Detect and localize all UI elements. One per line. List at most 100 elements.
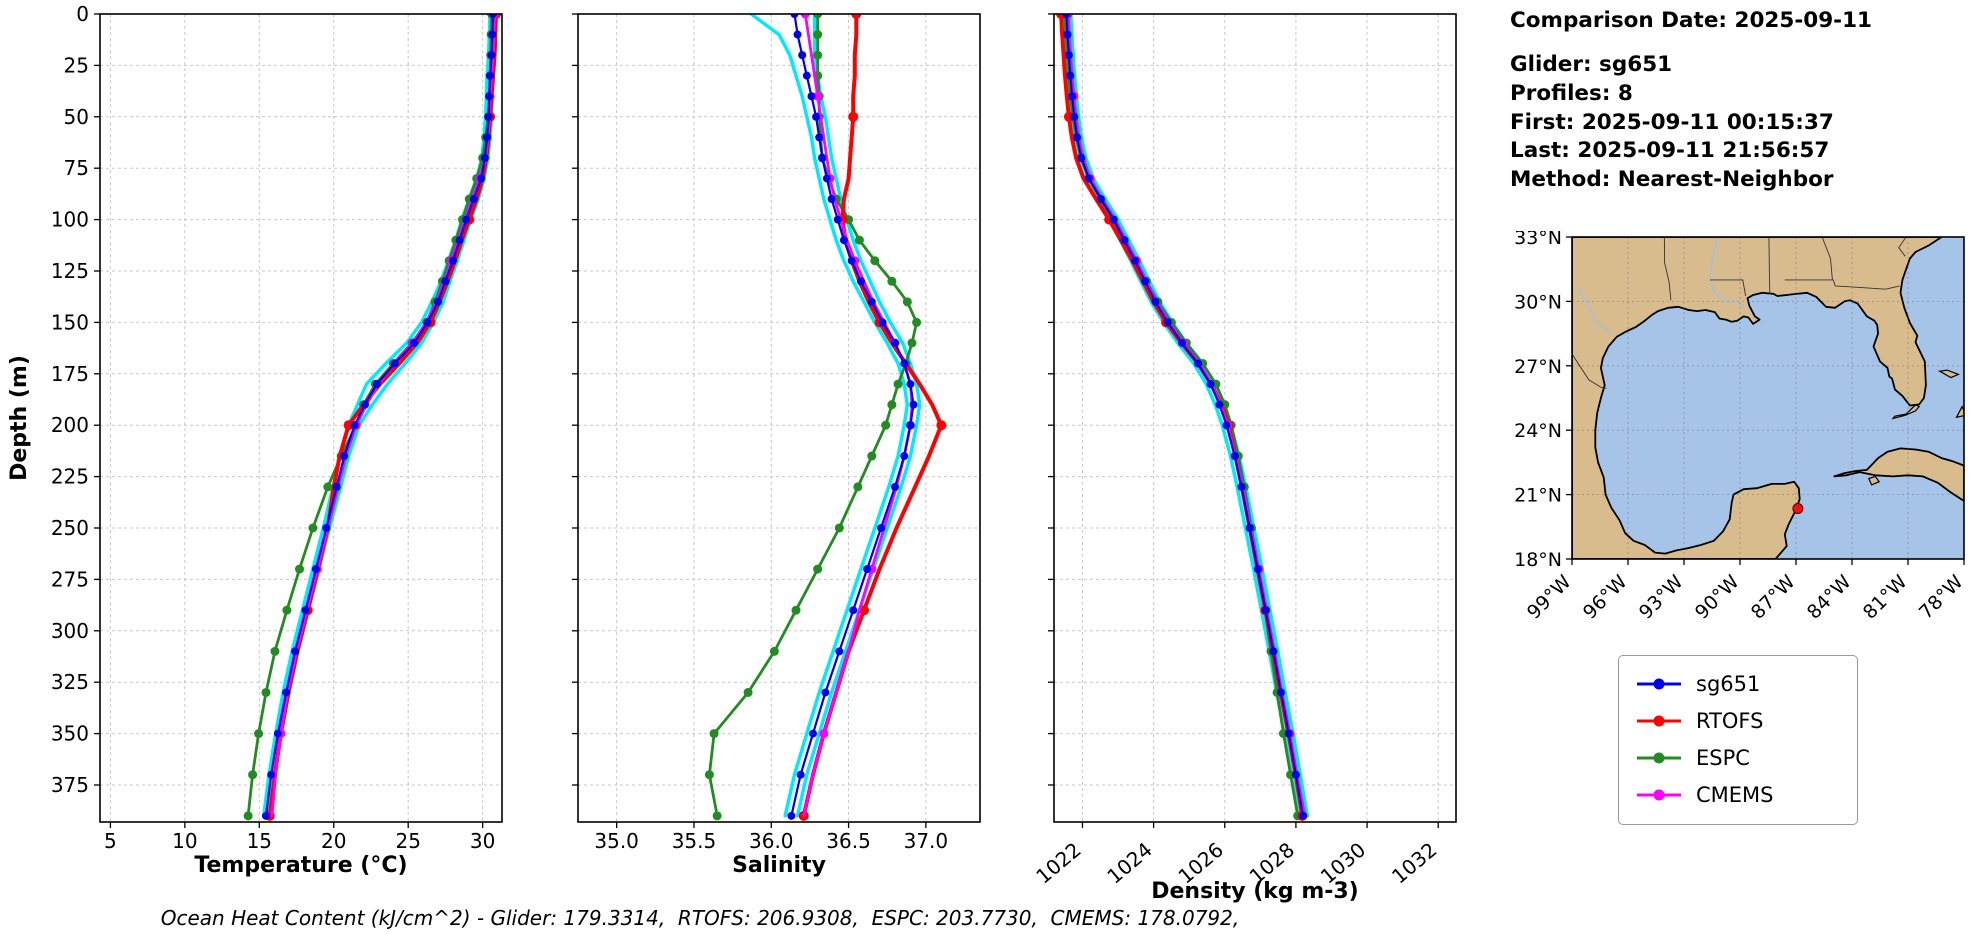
series-sg651: [1062, 14, 1308, 820]
svg-text:36.5: 36.5: [826, 829, 871, 853]
landmass: [1833, 447, 1964, 502]
svg-text:150: 150: [51, 310, 89, 334]
svg-text:1024: 1024: [1102, 837, 1156, 888]
svg-text:30: 30: [470, 829, 495, 853]
svg-text:300: 300: [51, 619, 89, 643]
plot-area: [243, 14, 502, 821]
legend-label: ESPC: [1696, 746, 1750, 771]
island: [1955, 405, 1964, 419]
legend-line-marker-icon: [1637, 678, 1681, 690]
svg-text:75: 75: [64, 156, 89, 180]
svg-text:250: 250: [51, 516, 89, 540]
svg-text:1032: 1032: [1387, 837, 1441, 888]
svg-text:84°W: 84°W: [1803, 571, 1856, 624]
island: [1937, 369, 1960, 379]
svg-text:350: 350: [51, 722, 89, 746]
svg-text:21°N: 21°N: [1514, 485, 1562, 507]
comparison-date-text: Comparison Date: 2025-09-11: [1510, 8, 1873, 33]
legend-label: RTOFS: [1696, 709, 1764, 734]
svg-text:37.0: 37.0: [904, 829, 949, 853]
profiles-count-text: Profiles: 8: [1510, 80, 1633, 106]
svg-text:125: 125: [51, 259, 89, 283]
svg-text:25: 25: [64, 53, 89, 77]
glider-location-marker: [1792, 503, 1804, 515]
gridlines: [578, 13, 980, 822]
first-profile-time-text: First: 2025-09-11 00:15:37: [1510, 109, 1834, 135]
chart-legend: sg651 RTOFS ESPC CMEMS: [1618, 654, 1858, 825]
glider-name-text: Glider: sg651: [1510, 52, 1673, 77]
svg-text:33°N: 33°N: [1514, 231, 1562, 249]
svg-text:90°W: 90°W: [1691, 571, 1744, 624]
svg-text:99°W: 99°W: [1523, 571, 1576, 624]
legend-item-sg651: sg651: [1635, 666, 1841, 703]
map-svg: 33°N 30°N 27°N 24°N 21°N 18°N99°W 96°W 93°W 90°W…: [1514, 227, 1968, 624]
state-border: [1898, 236, 1907, 257]
river: [1577, 288, 1611, 334]
landmass: [1572, 236, 1943, 559]
legend-item-cmems: CMEMS: [1635, 777, 1841, 814]
svg-text:93°W: 93°W: [1635, 571, 1688, 624]
legend-item-espc: ESPC: [1635, 740, 1841, 777]
svg-text:20: 20: [321, 829, 346, 853]
map-gridlines: [1572, 236, 1964, 559]
legend-line-marker-icon: [1637, 789, 1681, 801]
svg-text:1022: 1022: [1031, 837, 1085, 888]
density-profile-panel: 1022 1024 1026 1028 1030 1032 Density (kg m-3): [988, 0, 1474, 924]
density-axis-label: Density (kg m-3): [1151, 879, 1359, 904]
svg-text:27°N: 27°N: [1514, 356, 1562, 378]
svg-text:225: 225: [51, 465, 89, 489]
svg-text:96°W: 96°W: [1579, 571, 1632, 624]
salinity-axis-label: Salinity: [732, 853, 826, 878]
ocean-heat-content-caption: Ocean Heat Content (kJ/cm^2) - Glider: 1…: [160, 906, 1240, 930]
axis-ticks: 5 10 15 20 25 3002550751001251501752002252502…: [51, 2, 496, 853]
svg-text:36.0: 36.0: [749, 829, 794, 853]
gulf-of-mexico-map: 33°N 30°N 27°N 24°N 21°N 18°N 99°W 96°W 93°W 90°W…: [1510, 227, 1987, 643]
svg-text:78°W: 78°W: [1915, 571, 1968, 624]
svg-text:18°N: 18°N: [1514, 549, 1562, 571]
svg-text:15: 15: [247, 829, 272, 853]
svg-text:375: 375: [51, 773, 89, 797]
last-profile-time-text: Last: 2025-09-11 21:56:57: [1510, 138, 1830, 164]
profile-charts-area: 5 10 15 20 25 30 0 25 50 75 100 125 150 175 200 225 250 2…: [0, 0, 1474, 930]
svg-text:25: 25: [395, 829, 420, 853]
island: [1867, 475, 1881, 486]
island: [1891, 404, 1921, 420]
svg-text:35.0: 35.0: [594, 829, 639, 853]
legend-label: sg651: [1696, 672, 1761, 697]
svg-text:30°N: 30°N: [1514, 291, 1562, 313]
plot-area: [704, 14, 947, 821]
series-sg651: [787, 14, 918, 820]
series-sg651: [262, 14, 498, 820]
axis-ticks: 35.0 35.5 36.0 36.5 37.0: [572, 13, 949, 853]
svg-text:0: 0: [76, 2, 89, 26]
svg-text:100: 100: [51, 208, 89, 232]
plot-area: [1056, 14, 1310, 821]
svg-text:24°N: 24°N: [1514, 420, 1562, 442]
legend-line-marker-icon: [1637, 715, 1681, 727]
legend-item-rtofs: RTOFS: [1635, 703, 1841, 740]
svg-text:325: 325: [51, 670, 89, 694]
map-geography: [1572, 236, 1964, 559]
state-border: [1821, 236, 1833, 280]
temperature-chart-svg: 5 10 15 20 25 3002550751001251501752002252502…: [7, 2, 503, 878]
svg-text:275: 275: [51, 567, 89, 591]
svg-text:5: 5: [104, 829, 117, 853]
svg-text:81°W: 81°W: [1859, 571, 1912, 624]
svg-text:87°W: 87°W: [1747, 571, 1800, 624]
state-border: [1832, 279, 1900, 290]
state-border: [1663, 236, 1672, 301]
method-text: Method: Nearest-Neighbor: [1510, 167, 1834, 193]
legend-line-marker-icon: [1637, 752, 1681, 764]
info-panel: Comparison Date: 2025-09-11 Glider: sg65…: [1510, 8, 1987, 195]
salinity-profile-panel: 35.0 35.5 36.0 36.5 37.0 Salinity: [512, 0, 988, 894]
svg-text:35.5: 35.5: [672, 829, 717, 853]
temperature-profile-panel: 5 10 15 20 25 30 0 25 50 75 100 125 150 175 200 225 250 2…: [0, 0, 512, 894]
state-border: [1710, 279, 1747, 297]
svg-text:10: 10: [172, 829, 197, 853]
svg-text:50: 50: [64, 105, 89, 129]
temperature-axis-label: Temperature (°C): [194, 853, 407, 878]
svg-text:200: 200: [51, 413, 89, 437]
sidebar: Comparison Date: 2025-09-11 Glider: sg65…: [1490, 0, 1987, 934]
